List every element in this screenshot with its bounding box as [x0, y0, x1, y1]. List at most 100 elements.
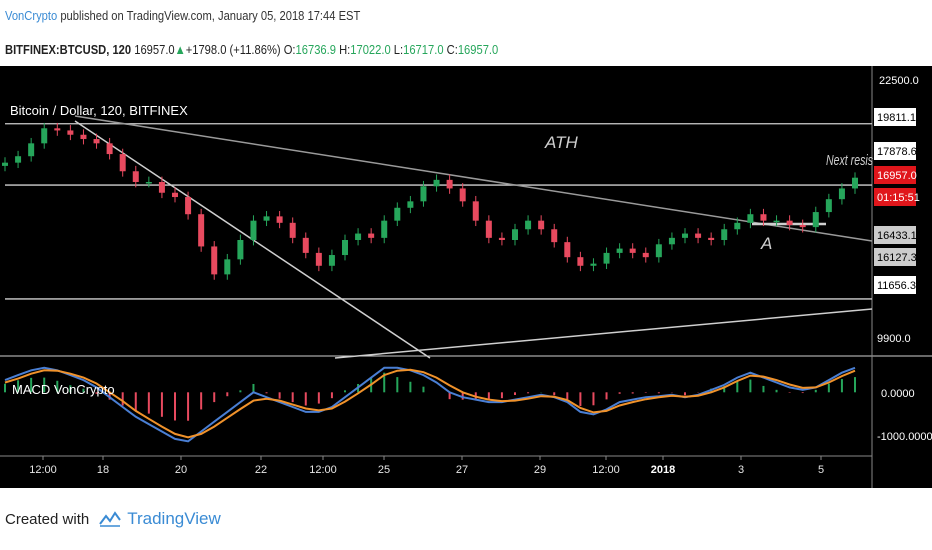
macd-histogram-bar: [461, 392, 464, 400]
descending-trend-line: [74, 115, 873, 242]
author-link[interactable]: VonCrypto: [5, 8, 58, 23]
candle-body: [825, 199, 832, 213]
candle-body: [420, 186, 427, 202]
macd-histogram-bar: [474, 392, 477, 399]
candle-body: [28, 143, 35, 157]
macd-histogram-bar: [579, 392, 582, 407]
time-tick-label: 12:00: [309, 464, 337, 476]
macd-histogram-bar: [30, 377, 33, 393]
candle-body: [799, 224, 806, 228]
price-label-text: 16127.3: [877, 252, 917, 264]
macd-histogram-bar: [291, 392, 294, 403]
macd-histogram-bar: [383, 372, 386, 393]
macd-histogram-bar: [187, 392, 190, 421]
time-tick-label: 22: [255, 464, 267, 476]
price-change: +1798.0 (+11.86%): [185, 42, 281, 57]
symbol-bar: BITFINEX:BTCUSD, 120 16957.0▲+1798.0 (+1…: [5, 42, 498, 57]
candle-body: [15, 156, 22, 163]
macd-title: MACD VonCrypto: [12, 382, 115, 397]
candle-body: [459, 188, 466, 202]
candle-body: [852, 177, 858, 189]
candle-body: [93, 139, 100, 144]
macd-histogram-bar: [160, 392, 163, 417]
price-label-text: 11656.3: [877, 280, 916, 292]
macd-histogram-bar: [422, 386, 425, 393]
price-label-box: [874, 276, 916, 294]
price-label-box: [874, 248, 916, 266]
grid-layer: [0, 66, 932, 488]
macd-histogram-bar: [723, 386, 726, 393]
candle-body: [472, 201, 479, 221]
annotation-next-resistance: Next resis: [826, 152, 873, 169]
macd-histogram-bar: [500, 392, 503, 399]
time-tick-label: 5: [818, 464, 824, 476]
candle-body: [668, 237, 675, 245]
candle-body: [119, 154, 126, 172]
candle-body: [577, 257, 584, 266]
candle-body: [80, 134, 87, 140]
macd-histogram-bar: [200, 392, 203, 410]
high-label: H:: [339, 42, 351, 57]
macd-histogram-bar: [448, 392, 451, 400]
macd-histogram-bar: [684, 392, 686, 396]
macd-histogram-bar: [4, 383, 6, 393]
macd-histogram-bar: [174, 392, 176, 421]
macd-histogram-bar: [618, 392, 621, 394]
macd-histogram-bar: [487, 392, 490, 400]
high-value: 17022.0: [350, 42, 391, 57]
tradingview-brand[interactable]: TradingView: [127, 509, 221, 528]
price-label-box: [874, 166, 916, 184]
price-label-text: 17878.6: [877, 146, 917, 158]
ascending-support-line: [334, 308, 873, 359]
candle-body: [564, 242, 571, 258]
last-price: 16957.0: [134, 42, 175, 57]
candle-body: [2, 162, 8, 166]
candle-body: [355, 233, 362, 240]
candle-body: [250, 220, 257, 240]
macd-histogram-bar: [226, 392, 229, 397]
candle-body: [289, 222, 296, 238]
signal-line: [4, 368, 856, 439]
macd-histogram-bar: [514, 392, 516, 395]
chart-background: [0, 66, 932, 488]
macd-histogram-bar: [827, 383, 830, 393]
time-tick-label: 25: [378, 464, 390, 476]
up-arrow-icon: ▲: [174, 42, 186, 57]
macd-histogram-bar: [631, 392, 634, 394]
macd-histogram-bar: [801, 392, 804, 394]
macd-line: [4, 366, 856, 443]
annotation-a: A: [760, 234, 772, 253]
macd-histogram-bar: [17, 380, 20, 393]
macd-histogram-bar: [566, 392, 569, 400]
time-axis-background: [0, 456, 932, 488]
candle-body: [67, 130, 74, 135]
candle-body: [590, 263, 597, 266]
macd-histogram-bar: [814, 389, 817, 393]
macd-layer: [4, 366, 856, 443]
macd-histogram-bar: [82, 388, 85, 393]
macd-histogram-bar: [95, 392, 98, 394]
chart-area[interactable]: ATH Next resis A 22500.0 19811.1 17878.6 16957…: [0, 66, 932, 488]
candle-body: [198, 214, 205, 247]
chart-title: Bitcoin / Dollar, 120, BITFINEX: [10, 103, 188, 118]
candles-layer: [2, 122, 858, 280]
candle-body: [132, 171, 139, 182]
macd-tick-label: -1000.0000: [877, 431, 932, 443]
candle-body: [642, 252, 649, 258]
labels-layer: ATH Next resis A 22500.0 19811.1 17878.6 16957…: [29, 75, 932, 476]
candle-body: [276, 216, 283, 223]
macd-histogram-bar: [213, 392, 216, 403]
macd-histogram-bar: [304, 392, 307, 406]
macd-histogram-bar: [762, 385, 765, 393]
close-value: 16957.0: [457, 42, 499, 57]
candle-body: [603, 252, 610, 264]
time-tick-label: 27: [456, 464, 468, 476]
time-tick-label: 20: [175, 464, 187, 476]
price-label-box: [874, 226, 916, 244]
candle-body: [760, 214, 767, 221]
macd-histogram-bar: [527, 392, 530, 394]
macd-histogram-bar: [736, 381, 739, 393]
footer: Created with TradingView: [5, 509, 221, 529]
candle-body: [538, 220, 545, 230]
macd-histogram-bar: [775, 389, 778, 393]
